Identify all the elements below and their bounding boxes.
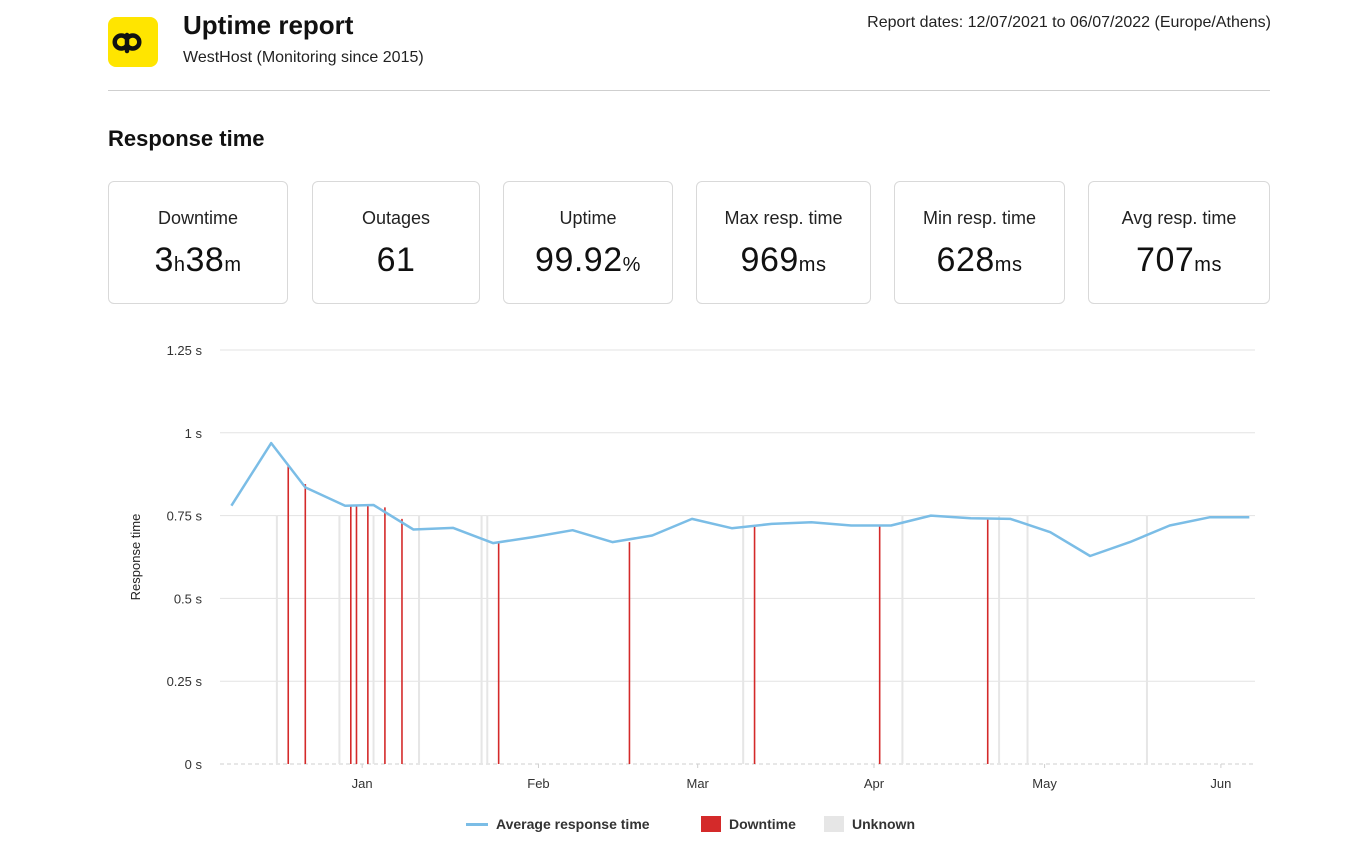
logo <box>108 17 158 67</box>
stat-number: 969 <box>740 241 799 279</box>
stat-unit: % <box>622 254 641 276</box>
stat-unit: ms <box>798 254 827 276</box>
stat-unit: ms <box>1194 254 1222 276</box>
stat-card-min-resp: Min resp. time 628ms <box>894 181 1065 304</box>
x-tick-label: Apr <box>864 776 885 791</box>
stat-label: Downtime <box>157 208 239 228</box>
stat-number: 707 <box>1136 241 1195 279</box>
series-line-average-response <box>230 441 1250 558</box>
legend-item-unknown[interactable]: Unknown <box>824 816 915 832</box>
page-title: Uptime report <box>183 10 354 40</box>
y-tick-label: 0 s <box>185 757 203 772</box>
y-axis-label: Response time <box>128 514 143 601</box>
stat-number: 38 <box>185 241 225 279</box>
response-time-chart: 0 s 0.25 s 0.5 s 0.75 s 1 s 1.25 s Response ti… <box>128 343 1255 791</box>
y-tick-label: 0.75 s <box>167 509 203 524</box>
stat-unit: m <box>224 254 242 276</box>
stat-value: 99.92% <box>504 241 672 280</box>
section-title: Response time <box>108 126 265 151</box>
report-dates: Report dates: 12/07/2021 to 06/07/2022 (… <box>867 14 1271 31</box>
legend-swatch <box>701 816 721 832</box>
stat-label: Max resp. time <box>724 208 843 228</box>
logo-p-icon <box>112 32 142 54</box>
stat-label: Avg resp. time <box>1121 208 1237 228</box>
legend-item-average[interactable]: Average response time <box>466 816 650 832</box>
legend-swatch <box>466 822 488 826</box>
stat-value: 969ms <box>697 241 870 280</box>
x-tick-label: Mar <box>686 776 709 791</box>
y-tick-label: 0.25 s <box>167 674 203 689</box>
stat-value: 3h38m <box>109 241 287 280</box>
stat-number: 99.92 <box>535 241 623 279</box>
y-tick-label: 1.25 s <box>167 343 203 358</box>
y-tick-label: 0.5 s <box>174 591 203 606</box>
x-tick-label: Jan <box>352 776 373 791</box>
stat-number: 628 <box>936 241 995 279</box>
legend-swatch <box>824 816 844 832</box>
stat-value: 707ms <box>1089 241 1269 280</box>
stat-value: 628ms <box>895 241 1064 280</box>
stat-card-max-resp: Max resp. time 969ms <box>696 181 871 304</box>
x-tick-label: Jun <box>1210 776 1231 791</box>
legend-label: Unknown <box>852 816 915 832</box>
stat-card-avg-resp: Avg resp. time 707ms <box>1088 181 1270 304</box>
stat-card-downtime: Downtime 3h38m <box>108 181 288 304</box>
x-tick-label: Feb <box>527 776 549 791</box>
page-subtitle: WestHost (Monitoring since 2015) <box>183 49 424 66</box>
stat-unit: h <box>173 254 186 276</box>
stat-number: 61 <box>376 241 416 279</box>
stat-card-uptime: Uptime 99.92% <box>503 181 673 304</box>
stat-number: 3 <box>154 241 174 279</box>
stat-label: Min resp. time <box>922 208 1037 228</box>
stat-value: 61 <box>313 241 479 280</box>
stat-label: Uptime <box>559 208 617 228</box>
stat-unit: ms <box>994 254 1023 276</box>
legend-item-downtime[interactable]: Downtime <box>701 816 796 832</box>
stat-card-outages: Outages 61 <box>312 181 480 304</box>
legend-label: Downtime <box>729 816 796 832</box>
y-tick-label: 1 s <box>185 426 203 441</box>
header-divider <box>108 90 1270 91</box>
stat-label: Outages <box>361 208 431 228</box>
legend-label: Average response time <box>496 816 650 832</box>
x-tick-label: May <box>1032 776 1057 791</box>
